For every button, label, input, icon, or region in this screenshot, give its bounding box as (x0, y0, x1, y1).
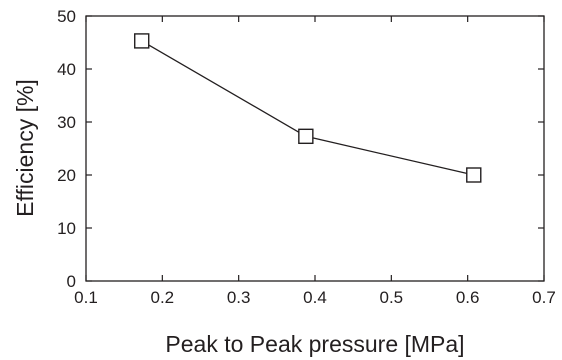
y-tick-label: 50 (57, 7, 76, 26)
data-point-marker (134, 33, 150, 49)
x-tick-label: 0.4 (303, 288, 327, 307)
x-axis-ticks: 0.1 0.2 0.3 0.4 0.5 0.6 0.7 (74, 16, 556, 307)
series-group (134, 33, 482, 183)
x-tick-label: 0.6 (456, 288, 480, 307)
y-tick-label: 0 (67, 272, 76, 291)
x-tick-label: 0.5 (380, 288, 404, 307)
data-point-marker (298, 128, 314, 145)
data-point-marker (466, 167, 482, 183)
y-tick-label: 30 (57, 113, 76, 132)
y-axis-title: Efficiency [%] (12, 79, 38, 217)
x-axis-title: Peak to Peak pressure [MPa] (165, 331, 464, 357)
plot-area (85, 15, 545, 282)
x-tick-label: 0.1 (74, 288, 98, 307)
y-tick-label: 20 (57, 166, 76, 185)
y-tick-label: 10 (57, 219, 76, 238)
x-tick-label: 0.3 (227, 288, 251, 307)
y-axis-ticks: 0 10 20 30 40 50 (57, 7, 544, 291)
y-tick-label: 40 (57, 60, 76, 79)
x-tick-label: 0.7 (532, 288, 556, 307)
x-tick-label: 0.2 (151, 288, 175, 307)
